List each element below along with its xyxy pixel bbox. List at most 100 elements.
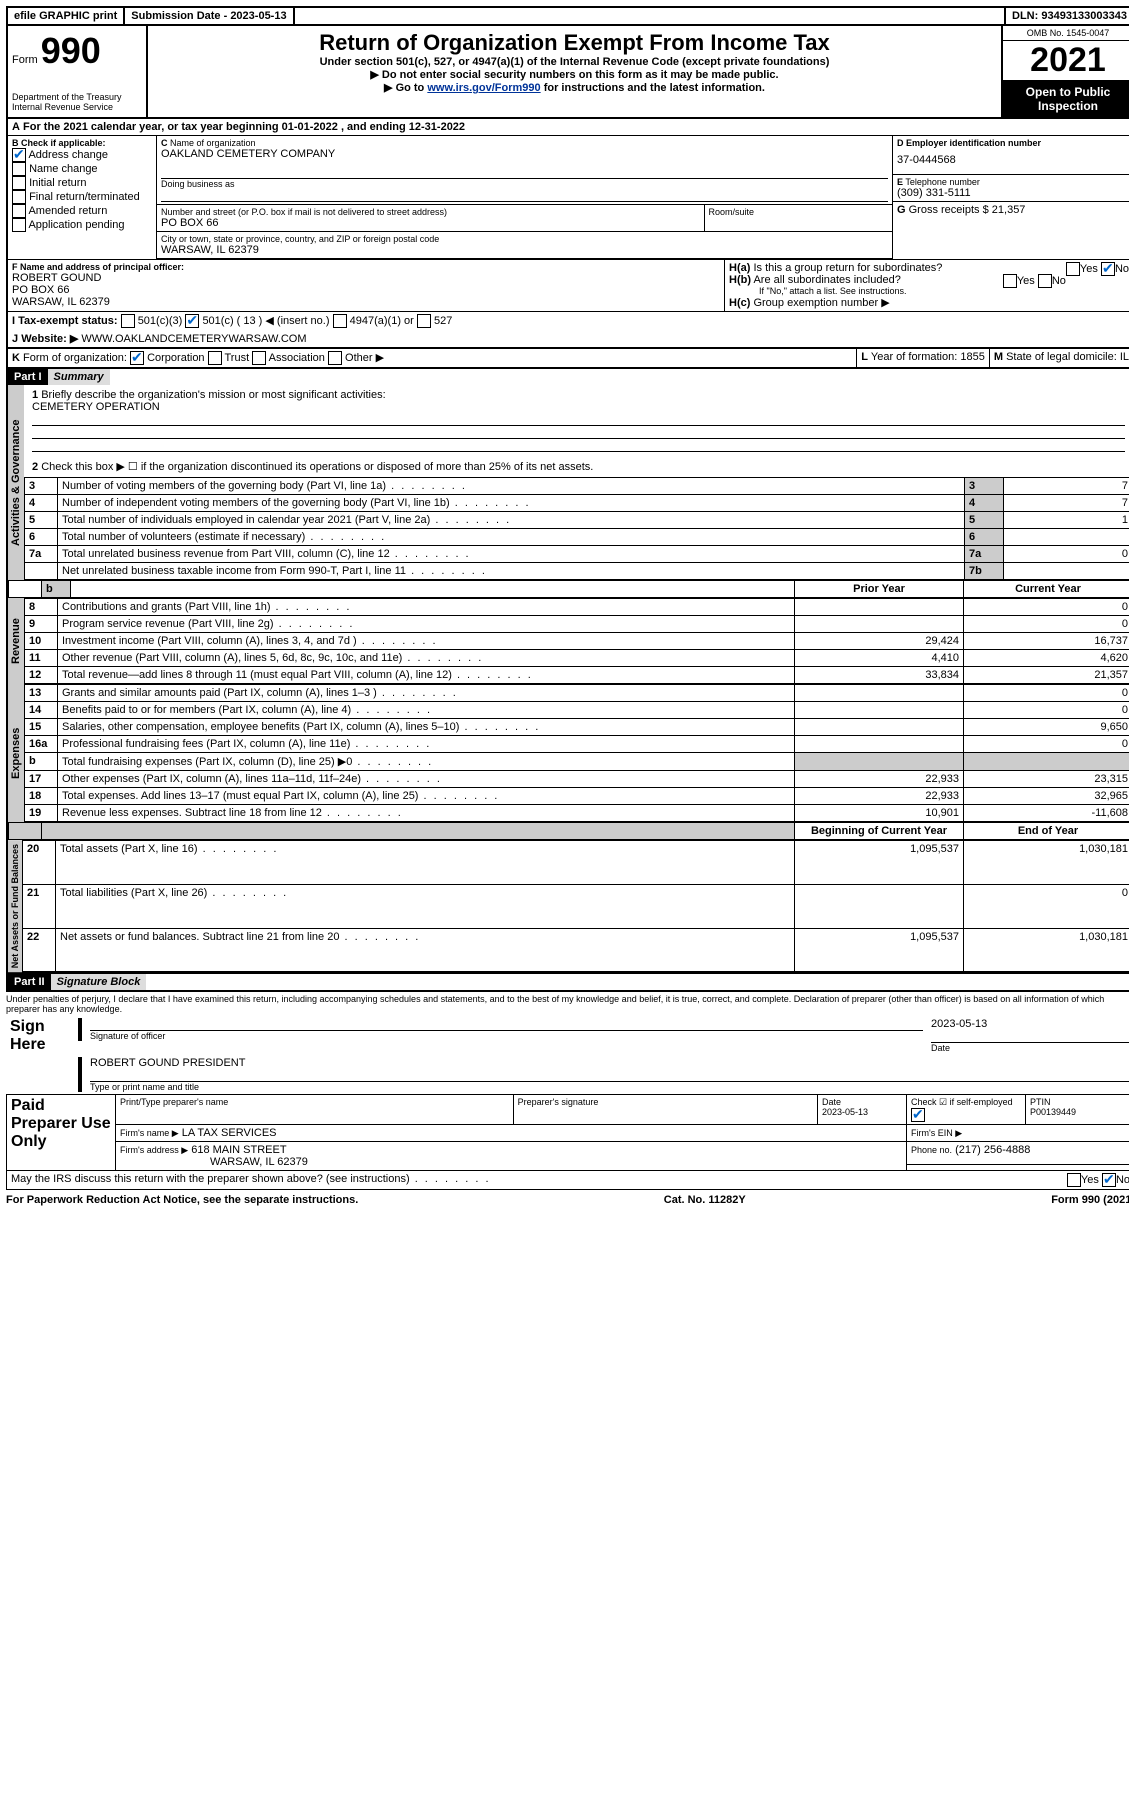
table-row: Net unrelated business taxable income fr… (25, 563, 1129, 580)
table-row: 10Investment income (Part VIII, column (… (25, 633, 1129, 650)
top-bar: efile GRAPHIC print Submission Date - 20… (6, 6, 1129, 26)
omb: OMB No. 1545-0047 (1003, 26, 1129, 41)
table-row: bTotal fundraising expenses (Part IX, co… (25, 753, 1129, 771)
line-klm: K Form of organization: Corporation Trus… (6, 349, 1129, 369)
vlabel-expenses: Expenses (8, 684, 24, 822)
efile-label: efile GRAPHIC print (8, 8, 125, 24)
preparer-block: Paid Preparer Use Only Print/Type prepar… (6, 1094, 1129, 1171)
vlabel-netassets: Net Assets or Fund Balances (8, 840, 22, 972)
table-row: 11Other revenue (Part VIII, column (A), … (25, 650, 1129, 667)
addr-label: Number and street (or P.O. box if mail i… (161, 207, 700, 217)
irs-link[interactable]: www.irs.gov/Form990 (427, 82, 540, 94)
form-header: Form 990 Department of the Treasury Inte… (6, 26, 1129, 119)
sig-officer-label: Signature of officer (90, 1031, 923, 1041)
check-initial[interactable]: Initial return (12, 176, 152, 190)
check-final[interactable]: Final return/terminated (12, 190, 152, 204)
org-address: PO BOX 66 (161, 217, 700, 229)
table-row: 9Program service revenue (Part VIII, lin… (25, 616, 1129, 633)
ein-value: 37-0444568 (897, 148, 1129, 172)
part-ii: Part IISignature Block (6, 974, 1129, 992)
table-row: 17Other expenses (Part IX, column (A), l… (25, 771, 1129, 788)
table-row: 20Total assets (Part X, line 16)1,095,53… (23, 841, 1129, 885)
gross-label: Gross receipts $ (909, 204, 989, 216)
q2-text: Check this box ▶ ☐ if the organization d… (41, 461, 593, 473)
table-row: 15Salaries, other compensation, employee… (25, 719, 1129, 736)
footer-left: For Paperwork Reduction Act Notice, see … (6, 1194, 358, 1206)
sign-here-block: Sign Here Signature of officer 2023-05-1… (6, 1016, 1129, 1094)
form-number: 990 (41, 30, 101, 71)
q1-text: Briefly describe the organization's miss… (41, 389, 385, 401)
org-city: WARSAW, IL 62379 (161, 244, 888, 256)
q1-answer: CEMETERY OPERATION (32, 401, 160, 413)
line-a: A For the 2021 calendar year, or tax yea… (8, 119, 1129, 136)
form-title: Return of Organization Exempt From Incom… (152, 30, 997, 56)
phone-value: (309) 331-5111 (897, 187, 1129, 199)
submission-date: Submission Date - 2023-05-13 (125, 8, 294, 24)
officer-printed: ROBERT GOUND PRESIDENT (90, 1057, 1129, 1069)
form-label: Form (12, 54, 38, 66)
table-row: 22Net assets or fund balances. Subtract … (23, 928, 1129, 972)
table-row: 12Total revenue—add lines 8 through 11 (… (25, 667, 1129, 684)
gross-value: 21,357 (992, 204, 1026, 216)
hc-row: H(c) Group exemption number ▶ (729, 296, 1129, 309)
note-link: Go to www.irs.gov/Form990 for instructio… (152, 81, 997, 94)
sign-date: 2023-05-13 (931, 1018, 1129, 1030)
expenses-table: 13Grants and similar amounts paid (Part … (24, 684, 1129, 822)
room-label: Room/suite (709, 207, 889, 217)
preparer-title: Paid Preparer Use Only (7, 1095, 116, 1171)
city-label: City or town, state or province, country… (161, 234, 888, 244)
org-name: OAKLAND CEMETERY COMPANY (161, 148, 888, 160)
sign-here-label: Sign Here (6, 1016, 74, 1094)
check-pending[interactable]: Application pending (12, 218, 152, 232)
page-footer: For Paperwork Reduction Act Notice, see … (6, 1194, 1129, 1206)
check-amended[interactable]: Amended return (12, 204, 152, 218)
part2-title: Signature Block (51, 974, 147, 990)
officer-label: F Name and address of principal officer: (12, 262, 720, 272)
check-address[interactable]: Address change (12, 148, 152, 162)
discuss-text: May the IRS discuss this return with the… (11, 1173, 1067, 1187)
discuss-no[interactable]: No (1102, 1173, 1129, 1187)
governance-table: 3Number of voting members of the governi… (24, 477, 1129, 580)
table-row: 14Benefits paid to or for members (Part … (25, 702, 1129, 719)
note-ssn: Do not enter social security numbers on … (152, 68, 997, 81)
ha-row: H(a) Is this a group return for subordin… (729, 262, 1129, 274)
part1-title: Summary (48, 369, 110, 385)
officer-addr2: WARSAW, IL 62379 (12, 296, 720, 308)
name-label: C Name of organization (161, 138, 888, 148)
part-i: Part ISummary Activities & Governance 1 … (6, 369, 1129, 974)
penalties-text: Under penalties of perjury, I declare th… (6, 992, 1129, 1016)
tax-year: 2021 (1003, 41, 1129, 81)
table-row: 13Grants and similar amounts paid (Part … (25, 685, 1129, 702)
footer-right: Form 990 (2021) (1051, 1194, 1129, 1206)
section-abc: A For the 2021 calendar year, or tax yea… (6, 119, 1129, 349)
line-j: J Website: ▶ WWW.OAKLANDCEMETERYWARSAW.C… (8, 330, 1129, 347)
vlabel-governance: Activities & Governance (8, 385, 24, 580)
discuss-yes[interactable]: Yes (1067, 1173, 1099, 1187)
vlabel-revenue: Revenue (8, 598, 24, 684)
table-row: 6Total number of volunteers (estimate if… (25, 529, 1129, 546)
form-subtitle: Under section 501(c), 527, or 4947(a)(1)… (152, 56, 997, 68)
dln: DLN: 93493133003343 (1006, 8, 1129, 24)
table-row: 18Total expenses. Add lines 13–17 (must … (25, 788, 1129, 805)
check-name[interactable]: Name change (12, 162, 152, 176)
table-row: 21Total liabilities (Part X, line 26)0 (23, 884, 1129, 928)
year-header: bPrior YearCurrent Year (8, 580, 1129, 598)
topbar-spacer (295, 8, 1006, 24)
table-row: 4Number of independent voting members of… (25, 495, 1129, 512)
phone-label: E Telephone number (897, 177, 1129, 187)
part1-header: Part I (8, 369, 48, 385)
dept: Department of the Treasury (12, 92, 142, 102)
officer-name: ROBERT GOUND (12, 272, 720, 284)
part2-header: Part II (8, 974, 51, 990)
box-b-label: B Check if applicable: (12, 138, 152, 148)
line-i: I Tax-exempt status: 501(c)(3) 501(c) ( … (8, 312, 1129, 330)
footer-mid: Cat. No. 11282Y (664, 1194, 746, 1206)
table-row: 3Number of voting members of the governi… (25, 478, 1129, 495)
table-row: 7aTotal unrelated business revenue from … (25, 546, 1129, 563)
table-row: 5Total number of individuals employed in… (25, 512, 1129, 529)
revenue-table: 8Contributions and grants (Part VIII, li… (24, 598, 1129, 684)
table-row: 16aProfessional fundraising fees (Part I… (25, 736, 1129, 753)
sign-date-label: Date (931, 1043, 1129, 1053)
open-inspection: Open to Public Inspection (1003, 81, 1129, 117)
netassets-table: 20Total assets (Part X, line 16)1,095,53… (22, 840, 1129, 972)
